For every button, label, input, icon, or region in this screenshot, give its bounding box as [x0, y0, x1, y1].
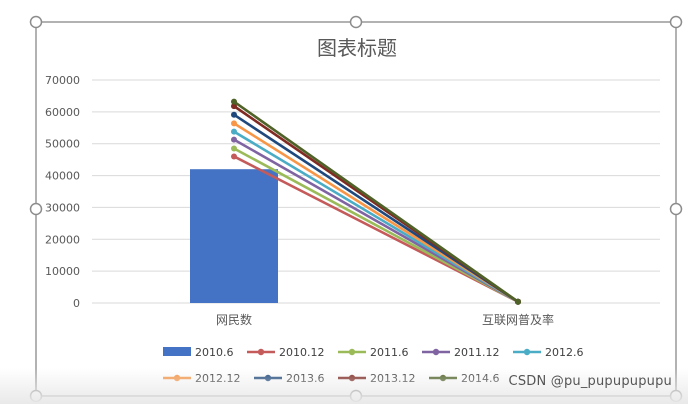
y-tick-label: 10000	[45, 265, 80, 278]
legend-marker	[432, 348, 440, 356]
resize-handle[interactable]	[29, 15, 43, 29]
bar	[190, 169, 278, 303]
legend-item: 2010.6	[163, 346, 234, 359]
legend-label: 2011.12	[454, 346, 500, 359]
x-axis-ticks: 网民数 互联网普及率	[216, 312, 554, 327]
resize-handle[interactable]	[29, 202, 43, 216]
resize-handle[interactable]	[349, 15, 363, 29]
data-point	[231, 120, 237, 127]
legend-item: 2011.12	[422, 346, 500, 359]
y-tick-label: 30000	[45, 201, 80, 214]
data-point	[231, 145, 237, 152]
legend-marker	[257, 348, 265, 356]
data-point	[231, 128, 237, 135]
y-tick-label: 40000	[45, 170, 80, 183]
legend-item: 2011.6	[338, 346, 409, 359]
data-point	[231, 98, 237, 105]
legend-label: 2012.6	[545, 346, 584, 359]
resize-handle[interactable]	[669, 15, 683, 29]
data-point	[231, 103, 237, 110]
legend-label: 2010.12	[279, 346, 325, 359]
legend-label: 2010.6	[195, 346, 234, 359]
y-tick-label: 50000	[45, 138, 80, 151]
legend-item: 2012.6	[513, 346, 584, 359]
y-axis-ticks: 0 10000 20000 30000 40000 50000 60000 70000	[45, 74, 80, 310]
bars	[190, 169, 278, 303]
chart-title: 图表标题	[317, 36, 397, 60]
series-line	[233, 100, 519, 303]
resize-handle[interactable]	[669, 202, 683, 216]
y-tick-label: 0	[73, 297, 80, 310]
watermark-text: CSDN @pu_pupupupupu	[508, 374, 672, 389]
data-point	[515, 298, 521, 305]
data-point	[231, 153, 237, 160]
legend-label: 2011.6	[370, 346, 409, 359]
legend-item: 2010.12	[247, 346, 325, 359]
series-lines	[231, 98, 521, 305]
data-point	[231, 111, 237, 118]
gridlines	[92, 79, 660, 304]
legend-marker	[523, 348, 531, 356]
watermark-band	[0, 368, 688, 404]
legend-marker	[348, 348, 356, 356]
data-point	[231, 136, 237, 143]
y-tick-label: 20000	[45, 233, 80, 246]
x-tick-label: 网民数	[216, 312, 252, 327]
y-tick-label: 70000	[45, 74, 80, 87]
y-tick-label: 60000	[45, 106, 80, 119]
x-tick-label: 互联网普及率	[482, 312, 554, 327]
legend-swatch	[163, 347, 191, 356]
